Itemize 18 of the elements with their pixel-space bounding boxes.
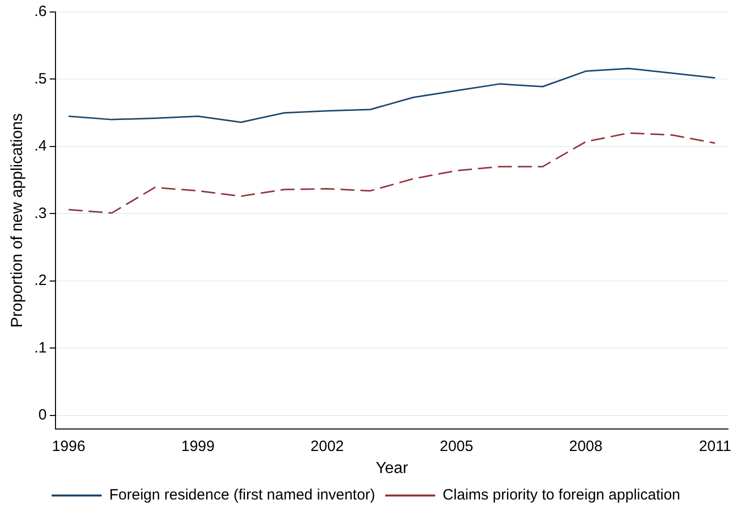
y-tick-label: .4 [34,138,47,155]
y-tick-label: .5 [34,70,47,88]
x-tick-label: 1999 [181,438,215,455]
y-tick-label: 0 [38,406,47,424]
y-tick-label: .2 [34,272,47,290]
x-tick-label: 1996 [52,438,86,455]
x-tick-label: 2005 [440,438,474,455]
line-series [68,132,716,214]
x-tick-label: 2008 [569,438,602,455]
legend-label: Foreign residence (first named inventor) [109,486,376,504]
x-axis-title: Year [376,460,409,477]
x-tick-label: 2011 [698,438,732,455]
y-tick-label: .3 [34,204,47,222]
y-tick-label: .1 [34,339,47,356]
legend-label: Claims priority to foreign application [442,486,680,504]
x-tick-label: 2002 [310,438,344,455]
y-axis-title: Proportion of new applications [9,113,26,328]
y-tick-label: .6 [34,3,47,20]
